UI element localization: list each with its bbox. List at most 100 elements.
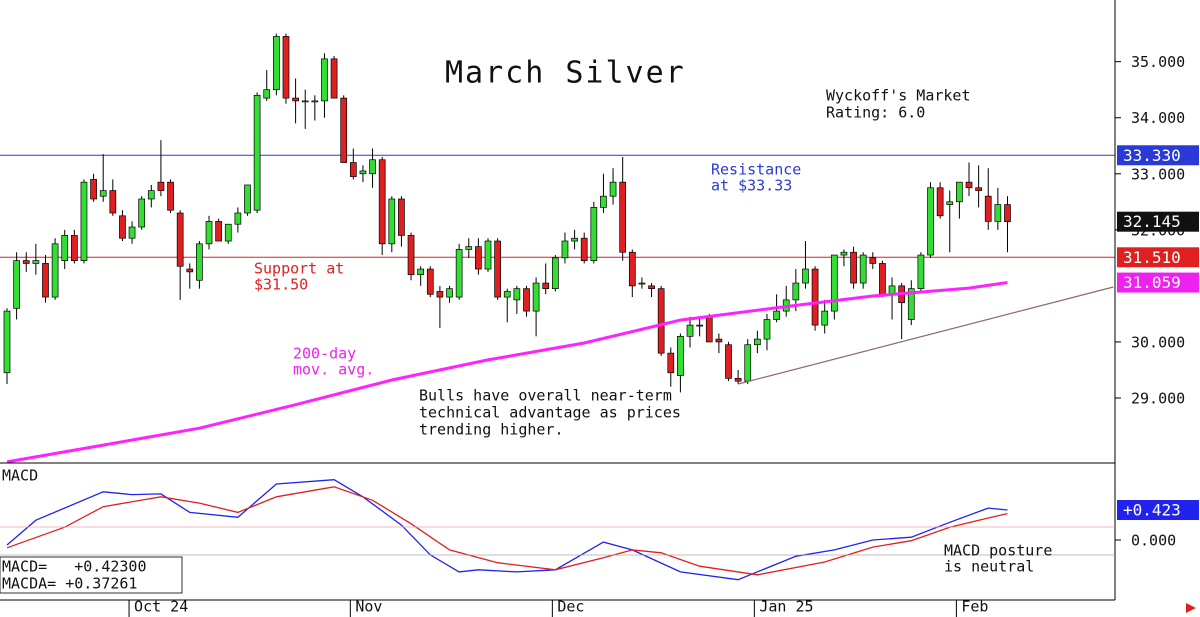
candle-body <box>13 260 20 309</box>
candle-body <box>398 198 405 236</box>
candle-body <box>167 181 174 211</box>
candle-body <box>349 162 357 177</box>
price-tag-label: 31.510 <box>1123 248 1181 267</box>
candle-body <box>138 198 146 228</box>
candle-body <box>927 187 934 256</box>
annotation: mov. avg. <box>293 361 374 379</box>
candle-body <box>186 268 194 273</box>
x-tick-label: Jan 25 <box>759 598 813 616</box>
candle-body <box>936 187 944 217</box>
candle-body <box>244 184 251 214</box>
candle-body <box>638 282 646 285</box>
candle-body <box>648 285 655 290</box>
candle-body <box>619 181 627 253</box>
candle-body <box>436 291 444 298</box>
candle-body <box>51 243 59 298</box>
candle-body <box>359 170 367 175</box>
candle-body <box>705 316 713 343</box>
candle-body <box>157 181 165 191</box>
candle-body <box>850 251 857 284</box>
x-tick-label: Nov <box>355 598 382 616</box>
candle-body <box>176 212 184 267</box>
candle-body <box>677 335 684 376</box>
candle-body <box>417 268 425 276</box>
candle-body <box>455 249 463 298</box>
candle-body <box>763 319 771 340</box>
candle-body <box>147 190 155 200</box>
price-tag <box>1117 272 1199 293</box>
price-tag <box>1117 211 1199 232</box>
candle-body <box>600 195 607 208</box>
candle-body <box>90 179 97 200</box>
candle-body <box>22 260 30 264</box>
candle-body <box>119 215 126 239</box>
candle-body <box>696 324 703 327</box>
candle-body <box>984 195 992 222</box>
candle-body <box>667 352 675 374</box>
annotation: is neutral <box>944 558 1034 576</box>
candle-body <box>773 310 780 320</box>
candle-body <box>956 181 963 203</box>
x-tick-label: Dec <box>557 598 584 616</box>
candle-body <box>330 58 338 99</box>
candle-body <box>715 338 723 343</box>
candle-body <box>311 100 319 103</box>
price-tag-label: 33.330 <box>1123 146 1181 165</box>
price-tag <box>1117 500 1199 521</box>
candle-body <box>609 181 617 197</box>
candle-body <box>830 254 838 312</box>
candle-body <box>80 181 88 261</box>
annotation: Support at <box>254 260 344 278</box>
annotation: trending higher. <box>419 421 564 439</box>
line-series <box>6 479 1008 581</box>
overlay: 33.330 31.510 32.145 31.059 +0.423 MACD= +0.4… <box>0 145 1199 594</box>
candle-body <box>3 310 11 374</box>
candle-body <box>811 268 819 326</box>
x-tick-label: Feb <box>961 598 988 616</box>
candle-body <box>1004 204 1011 223</box>
price-tag-label: 32.145 <box>1123 212 1181 231</box>
candle-body <box>484 240 492 270</box>
y-tick-label: 30.000 <box>1131 333 1185 351</box>
candle-body <box>407 235 415 276</box>
line-series <box>6 281 1008 464</box>
candle-body <box>946 201 954 205</box>
candle-body <box>542 282 550 290</box>
candle-body <box>378 159 386 245</box>
candle-body <box>321 58 328 102</box>
plot-area: 29.00030.00032.00033.00034.00035.000Oct … <box>0 33 1185 617</box>
price-tag <box>1117 145 1199 166</box>
candle-body <box>426 268 434 295</box>
candle-body <box>369 159 376 175</box>
candle-body <box>224 223 232 242</box>
candle-body <box>994 204 1002 222</box>
candle-body <box>234 212 242 225</box>
candle-body <box>571 237 578 242</box>
candle-body <box>61 235 69 261</box>
candle-body <box>503 291 511 298</box>
y-tick-label: 29.000 <box>1131 389 1185 407</box>
candle-body <box>802 268 809 284</box>
candle-body <box>686 324 694 337</box>
candle-body <box>475 246 482 270</box>
annotation: Bulls have overall near-term <box>419 387 672 405</box>
candle-body <box>205 221 213 245</box>
x-tick-label: Oct 24 <box>134 598 188 616</box>
candle-body <box>744 344 752 382</box>
candle-body <box>513 288 521 301</box>
price-tag <box>1117 247 1199 268</box>
annotation: 200-day <box>293 345 356 363</box>
candle-body <box>907 288 915 320</box>
candle-body <box>99 190 107 197</box>
y-tick-label: 34.000 <box>1131 109 1185 127</box>
arrow-icon <box>1186 603 1196 613</box>
candle-body <box>561 240 569 259</box>
candle-body <box>965 181 973 189</box>
panel-title: MACD <box>2 467 38 485</box>
candle-body <box>32 260 40 264</box>
readout: MACDA= +0.37261 <box>2 575 137 593</box>
candle-body <box>734 378 742 382</box>
y-tick-label: 33.000 <box>1131 165 1185 183</box>
